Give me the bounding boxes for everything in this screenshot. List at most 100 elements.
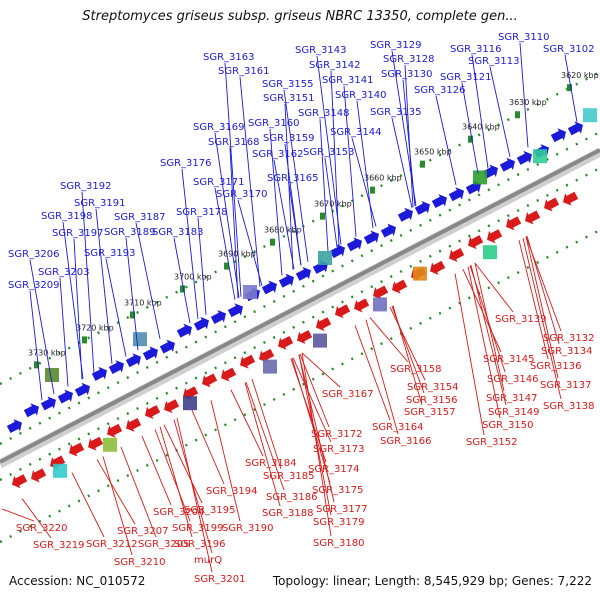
- top-gene-label: SGR_3168: [208, 137, 260, 148]
- top-gene-label: SGR_3163: [203, 52, 255, 63]
- forward-gene-arrow: [567, 121, 583, 136]
- forward-gene-arrow: [6, 419, 22, 434]
- bottom-gene-label: SGR_3156: [406, 395, 458, 406]
- top-gene-label: SGR_3148: [298, 108, 350, 119]
- bottom-leader-line: [102, 456, 133, 556]
- bottom-leader-line: [518, 240, 549, 360]
- reverse-gene-arrow: [12, 474, 28, 489]
- reverse-gene-arrow: [221, 367, 237, 382]
- top-leader-line: [461, 82, 479, 174]
- forward-gene: [210, 310, 226, 324]
- reverse-gene: [525, 210, 541, 225]
- forward-gene-arrow: [176, 323, 192, 338]
- forward-gene: [125, 353, 141, 368]
- bottom-gene-label: SGR_3188: [262, 508, 314, 519]
- reverse-gene: [468, 235, 484, 250]
- top-gene-label: SGR_3153: [303, 147, 355, 158]
- forward-gene-arrow: [74, 382, 90, 397]
- forward-gene-arrow: [431, 194, 447, 209]
- forward-gene: [516, 150, 532, 165]
- top-leader-line: [435, 95, 457, 185]
- forward-gene: [550, 128, 566, 143]
- bottom-gene-label: SGR_3166: [380, 436, 432, 447]
- bottom-gene-label: SGR_3164: [372, 422, 424, 433]
- forward-gene: [227, 303, 243, 318]
- reverse-gene-arrow: [563, 191, 579, 206]
- bottom-gene-label: SGR_3180: [313, 538, 365, 549]
- reverse-gene-arrow: [449, 248, 465, 262]
- bottom-leader-line: [245, 381, 285, 491]
- tick-mark: [82, 336, 87, 344]
- gene-block: [183, 396, 197, 411]
- forward-gene: [380, 223, 396, 238]
- bottom-gene-label: SGR_3201: [194, 574, 246, 585]
- bottom-leader-line: [120, 446, 157, 538]
- reverse-gene: [126, 418, 142, 432]
- top-gene-label: SGR_3162: [252, 149, 304, 160]
- top-gene-label: SGR_3128: [383, 54, 435, 65]
- top-leader-line: [224, 62, 242, 297]
- bottom-gene-label: SGR_3139: [495, 314, 547, 325]
- bottom-gene-label: SGR_3138: [543, 401, 595, 412]
- reverse-gene-arrow: [544, 197, 560, 212]
- reverse-gene: [202, 373, 218, 388]
- top-leader-line: [29, 259, 55, 394]
- bottom-gene-label: SGR_3186: [266, 492, 318, 503]
- reverse-gene-arrow: [88, 436, 104, 451]
- forward-gene-arrow: [278, 273, 294, 288]
- top-gene-label: SGR_3129: [370, 40, 422, 51]
- forward-gene-arrow: [295, 266, 311, 281]
- bottom-leader-line: [474, 262, 514, 313]
- gene-block: [533, 149, 547, 164]
- top-gene-label: SGR_3176: [160, 158, 212, 169]
- top-leader-line: [229, 147, 239, 299]
- reverse-gene: [373, 285, 389, 300]
- reverse-gene-arrow: [297, 330, 313, 344]
- top-gene-label: SGR_3191: [74, 198, 126, 209]
- gene-block: [583, 108, 597, 123]
- forward-gene: [159, 339, 175, 354]
- top-leader-line: [351, 137, 377, 227]
- reverse-gene: [354, 298, 370, 313]
- bottom-gene-label: SGR_3150: [482, 420, 534, 431]
- gene-block: [243, 285, 257, 299]
- bottom-leader-line: [392, 305, 423, 406]
- tick-mark: [224, 262, 229, 270]
- forward-gene-arrow: [159, 339, 175, 354]
- bottom-gene-label: SGR_3219: [33, 540, 85, 551]
- top-leader-line: [173, 237, 191, 324]
- bottom-gene-label: SGR_3137: [540, 380, 592, 391]
- bottom-gene-label: SGR_3185: [263, 471, 315, 482]
- forward-gene-arrow: [550, 128, 566, 143]
- top-gene-label: SGR_3135: [370, 107, 422, 118]
- top-leader-line: [391, 117, 413, 208]
- forward-gene: [142, 346, 158, 361]
- top-leader-line: [29, 290, 43, 401]
- bottom-leader-line: [454, 273, 485, 436]
- reverse-gene: [449, 248, 465, 262]
- tick-mark: [370, 186, 375, 194]
- bottom-leader-line: [299, 353, 330, 428]
- bottom-gene-label: SGR_3207: [117, 526, 169, 537]
- reverse-gene: [145, 405, 161, 420]
- bottom-gene-label: SGR_3194: [206, 486, 258, 497]
- forward-gene: [431, 194, 447, 209]
- reverse-gene: [221, 367, 237, 382]
- reverse-gene: [88, 436, 104, 451]
- reverse-gene: [31, 468, 47, 483]
- bottom-leader-line: [96, 459, 136, 525]
- top-gene-label: SGR_3141: [322, 75, 374, 86]
- top-leader-line: [519, 42, 529, 148]
- top-gene-label: SGR_3126: [414, 85, 466, 96]
- bottom-leader-line: [298, 354, 335, 503]
- forward-gene-arrow: [23, 403, 39, 418]
- gene-block: [473, 170, 487, 185]
- top-leader-line: [391, 50, 417, 206]
- top-gene-label: SGR_3198: [41, 211, 93, 222]
- gene-block: [133, 332, 147, 347]
- bottom-leader-line: [467, 266, 501, 419]
- forward-gene-arrow: [380, 223, 396, 238]
- bottom-leader-line: [526, 235, 560, 345]
- forward-gene: [91, 366, 107, 381]
